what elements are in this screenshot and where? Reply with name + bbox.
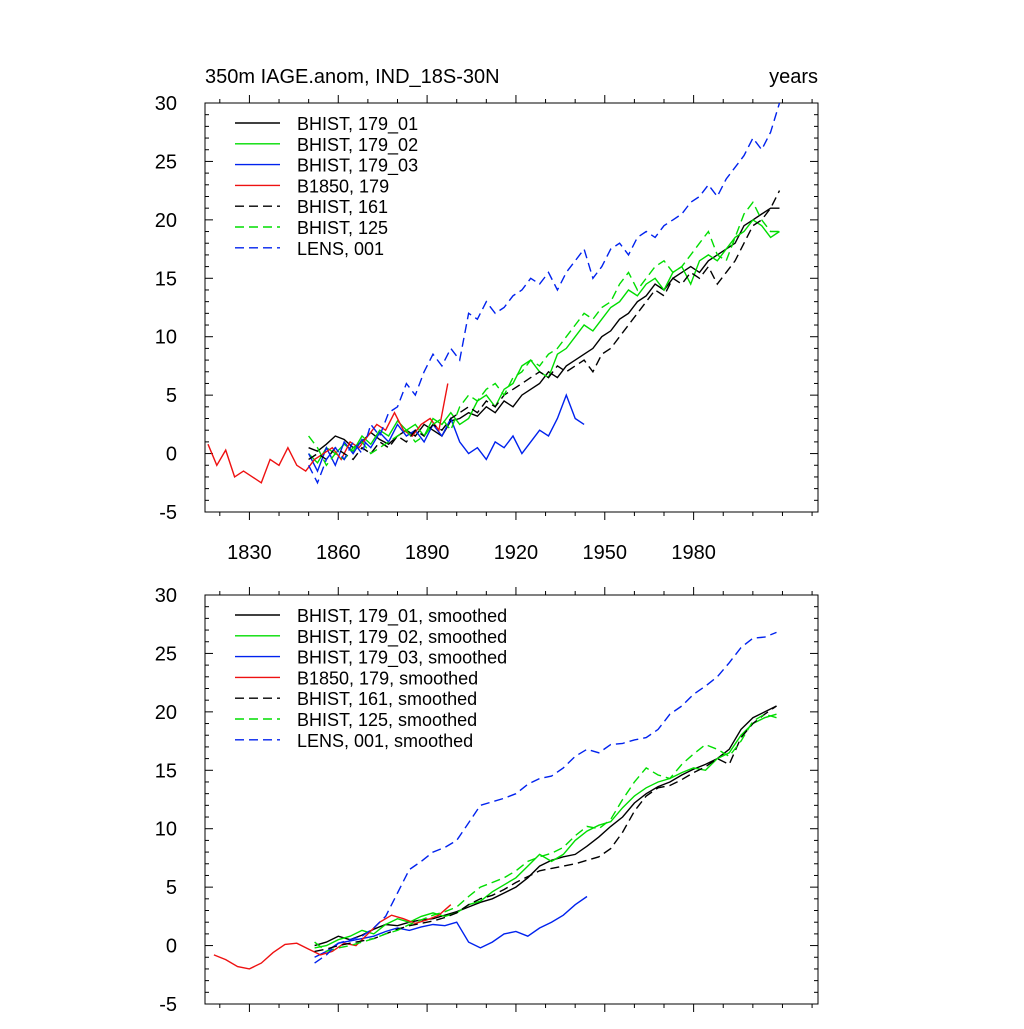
series-line-2 <box>314 895 588 958</box>
y-tick-label: 5 <box>166 877 177 899</box>
series-line-5 <box>308 200 780 467</box>
legend-label: BHIST, 125 <box>297 218 388 238</box>
y-tick-label: 30 <box>155 585 177 607</box>
chart-units-label: years <box>769 66 818 88</box>
y-tick-label: -5 <box>159 994 177 1016</box>
legend-label: BHIST, 179_02 <box>297 135 418 156</box>
legend-label: BHIST, 179_03 <box>297 156 418 177</box>
y-tick-label: 5 <box>166 385 177 407</box>
legend-label: BHIST, 125, smoothed <box>297 710 477 730</box>
y-tick-label: 15 <box>155 760 177 782</box>
y-tick-label: 25 <box>155 151 177 173</box>
series-line-1 <box>308 218 780 465</box>
series-line-3 <box>213 904 452 970</box>
series-line-4 <box>308 190 781 461</box>
y-tick-label: 30 <box>155 93 177 115</box>
series-line-0 <box>314 705 777 947</box>
y-tick-label: 10 <box>155 327 177 349</box>
y-tick-label: 20 <box>155 210 177 232</box>
legend-label: BHIST, 179_03, smoothed <box>297 648 507 669</box>
legend-label: LENS, 001 <box>297 239 384 259</box>
legend-label: B1850, 179, smoothed <box>297 668 478 688</box>
y-tick-label: 25 <box>155 643 177 665</box>
x-tick-label: 1980 <box>671 542 716 564</box>
legend-label: BHIST, 161, smoothed <box>297 689 477 709</box>
series-line-4 <box>314 705 777 953</box>
plot-frame <box>204 102 819 513</box>
legend-label: BHIST, 161 <box>297 197 388 217</box>
chart-title: 350m IAGE.anom, IND_18S-30N <box>205 66 500 88</box>
x-tick-label: 1920 <box>494 542 539 564</box>
y-tick-label: -5 <box>159 502 177 524</box>
x-tick-label: 1860 <box>316 542 361 564</box>
y-tick-label: 10 <box>155 819 177 841</box>
y-tick-label: 20 <box>155 702 177 724</box>
x-tick-label: 1830 <box>227 542 272 564</box>
x-tick-label: 1950 <box>583 542 628 564</box>
series-line-6 <box>314 631 777 964</box>
series-line-5 <box>314 713 777 953</box>
series-line-2 <box>307 393 585 473</box>
y-tick-label: 15 <box>155 268 177 290</box>
legend-label: BHIST, 179_01 <box>297 114 418 135</box>
legend-label: BHIST, 179_01, smoothed <box>297 606 507 627</box>
y-tick-label: 0 <box>166 936 177 958</box>
legend-label: B1850, 179 <box>297 176 389 196</box>
legend-label: BHIST, 179_02, smoothed <box>297 627 507 648</box>
series-line-6 <box>307 103 781 485</box>
plot-frame <box>204 594 819 1005</box>
y-tick-label: 0 <box>166 444 177 466</box>
top-panel: -5 0 5 10 15 20 25 30 1830 1860 1890 1920 1950 1980 35… <box>155 66 819 564</box>
legend-label: LENS, 001, smoothed <box>297 731 473 751</box>
x-tick-label: 1890 <box>405 542 450 564</box>
